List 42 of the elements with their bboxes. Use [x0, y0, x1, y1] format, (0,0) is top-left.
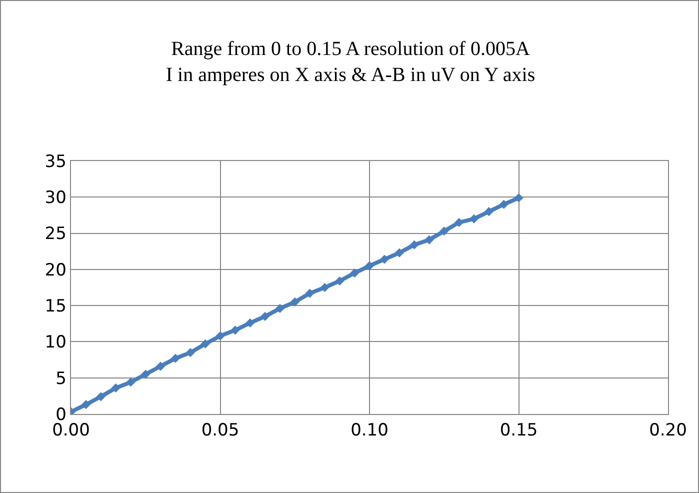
y-tick-label: 25 — [44, 224, 66, 244]
point — [440, 226, 449, 236]
point — [499, 200, 508, 209]
y-tick-label: 15 — [44, 296, 66, 317]
y-tick-label: 10 — [44, 332, 66, 353]
x-tick-label: 0.05 — [201, 420, 240, 441]
point — [81, 400, 90, 410]
x-tick-label: 0.00 — [52, 420, 90, 441]
point — [410, 240, 419, 250]
point — [514, 193, 524, 202]
point — [170, 354, 180, 363]
point — [335, 276, 344, 286]
point — [141, 370, 150, 379]
point — [186, 348, 195, 358]
x-tick-label: 0.15 — [500, 420, 538, 441]
point — [200, 339, 210, 348]
point — [424, 235, 434, 244]
x-tick-label: 0.10 — [350, 420, 388, 441]
point — [156, 362, 166, 371]
point — [364, 261, 374, 270]
y-tick-label: 20 — [44, 260, 66, 280]
point — [394, 248, 404, 258]
point — [380, 254, 389, 264]
point — [246, 318, 255, 328]
point — [260, 312, 270, 321]
point — [126, 378, 136, 387]
point — [350, 268, 360, 278]
point — [216, 331, 225, 340]
point — [111, 383, 120, 393]
point — [469, 214, 479, 224]
point — [230, 326, 240, 335]
y-tick-label: 30 — [44, 188, 66, 208]
chart-title: Range from 0 to 0.15 A resolution of 0.005A I in amperes on X axis & A-B in uV on Y axis — [166, 38, 536, 86]
point — [484, 207, 494, 216]
point — [275, 304, 284, 314]
x-tick-label: 0.20 — [649, 420, 687, 441]
point — [305, 288, 314, 298]
point — [96, 392, 106, 402]
y-tick-label: 5 — [56, 368, 66, 389]
point — [290, 297, 300, 307]
point — [320, 282, 330, 292]
y-tick-label: 35 — [44, 152, 66, 172]
